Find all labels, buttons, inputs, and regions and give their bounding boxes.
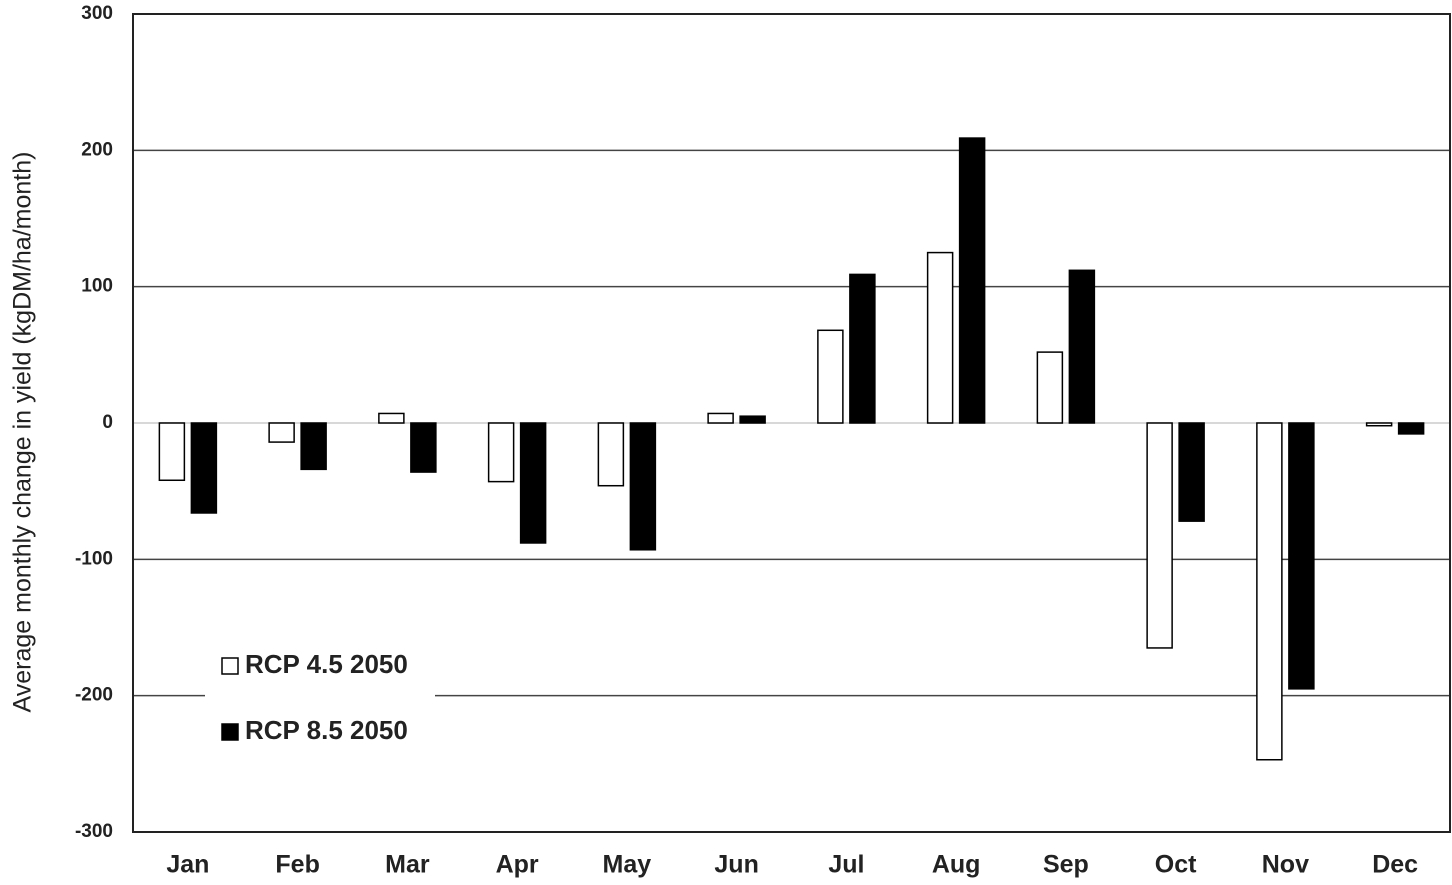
bar bbox=[926, 251, 954, 424]
bar bbox=[1365, 422, 1393, 427]
bar bbox=[1178, 422, 1205, 522]
bar bbox=[1146, 422, 1173, 649]
x-tick-label: Jan bbox=[166, 851, 209, 879]
bar bbox=[1068, 269, 1096, 424]
bar bbox=[158, 422, 186, 482]
y-tick-label: -300 bbox=[75, 821, 113, 842]
y-tick-label: 0 bbox=[102, 412, 113, 433]
bar bbox=[190, 422, 218, 514]
bar bbox=[1036, 351, 1064, 424]
x-tick-label: Mar bbox=[385, 851, 430, 879]
legend-label: RCP 4.5 2050 bbox=[245, 649, 408, 679]
bar bbox=[629, 422, 657, 551]
bar bbox=[597, 422, 625, 487]
bar bbox=[849, 273, 876, 424]
plot-frame bbox=[132, 13, 1451, 833]
y-tick-label: 100 bbox=[81, 276, 113, 297]
x-tick-label: May bbox=[603, 851, 652, 879]
y-tick-label: 300 bbox=[81, 3, 113, 24]
bar bbox=[268, 422, 295, 443]
x-tick-label: Dec bbox=[1372, 851, 1418, 879]
bar bbox=[300, 422, 327, 471]
x-tick-label: Nov bbox=[1262, 851, 1309, 879]
x-tick-label: Aug bbox=[932, 851, 981, 879]
bar bbox=[1288, 422, 1315, 690]
bar bbox=[410, 422, 437, 473]
bar bbox=[739, 415, 766, 424]
x-tick-label: Jul bbox=[828, 851, 864, 879]
bar bbox=[519, 422, 547, 544]
legend-label: RCP 8.5 2050 bbox=[245, 715, 408, 745]
legend-swatch bbox=[221, 723, 239, 741]
x-tick-label: Oct bbox=[1155, 851, 1197, 879]
legend-swatch bbox=[221, 657, 239, 675]
x-tick-label: Sep bbox=[1043, 851, 1089, 879]
y-axis-label: Average monthly change in yield (kgDM/ha… bbox=[9, 152, 37, 713]
bar bbox=[817, 329, 844, 424]
x-tick-label: Feb bbox=[275, 851, 319, 879]
legend-box bbox=[205, 640, 435, 760]
y-tick-label: -200 bbox=[75, 685, 113, 706]
bar bbox=[1256, 422, 1283, 761]
bar bbox=[958, 137, 986, 424]
bar bbox=[378, 412, 405, 424]
bar bbox=[1397, 422, 1425, 435]
bar bbox=[487, 422, 515, 483]
x-tick-label: Jun bbox=[714, 851, 758, 879]
y-tick-label: -100 bbox=[75, 548, 113, 569]
x-tick-label: Apr bbox=[496, 851, 539, 879]
y-tick-label: 200 bbox=[81, 139, 113, 160]
bar bbox=[707, 412, 734, 424]
